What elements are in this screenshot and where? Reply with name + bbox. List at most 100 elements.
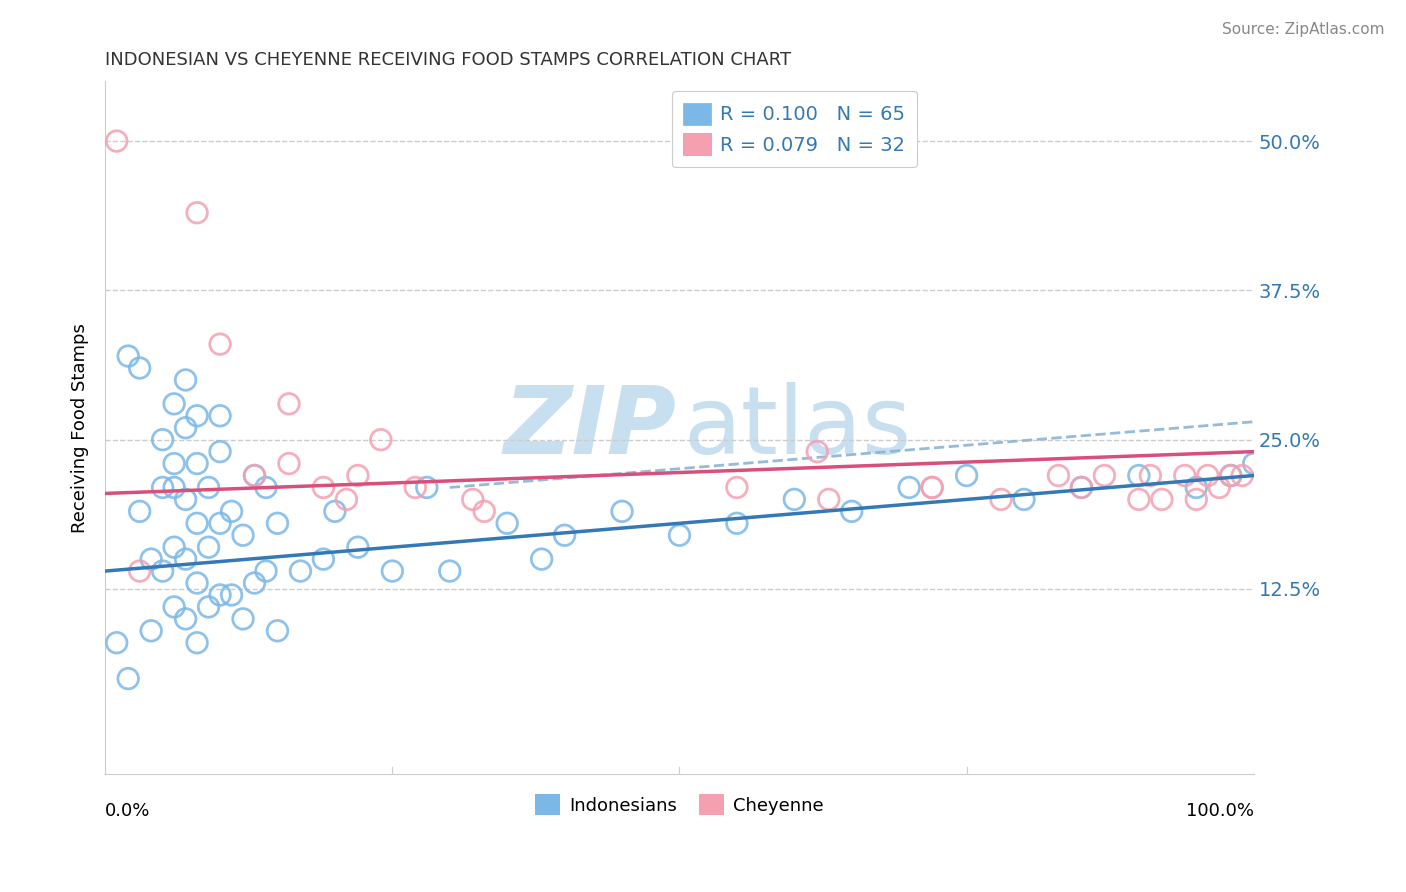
Point [921, 480, 943, 494]
Point [128, 564, 150, 578]
Point [197, 540, 219, 554]
Point [186, 516, 208, 531]
Point [152, 480, 174, 494]
Point [725, 480, 748, 494]
Point [416, 480, 439, 494]
Point [898, 480, 921, 494]
Point [254, 480, 277, 494]
Point [1219, 468, 1241, 483]
Point [209, 337, 232, 351]
Point [461, 492, 484, 507]
Text: atlas: atlas [683, 382, 911, 474]
Legend: Indonesians, Cheyenne: Indonesians, Cheyenne [526, 785, 832, 824]
Point [554, 528, 576, 542]
Point [232, 528, 254, 542]
Point [1012, 492, 1035, 507]
Point [186, 576, 208, 591]
Point [1128, 468, 1150, 483]
Point [221, 588, 243, 602]
Point [163, 457, 186, 471]
Point [243, 468, 266, 483]
Point [174, 612, 197, 626]
Point [117, 349, 139, 363]
Point [1070, 480, 1092, 494]
Point [128, 504, 150, 518]
Point [290, 564, 312, 578]
Point [1139, 468, 1161, 483]
Point [186, 409, 208, 423]
Point [278, 457, 301, 471]
Point [163, 480, 186, 494]
Point [1128, 492, 1150, 507]
Point [186, 457, 208, 471]
Point [1174, 468, 1197, 483]
Text: 100.0%: 100.0% [1185, 802, 1254, 820]
Point [496, 516, 519, 531]
Point [1208, 480, 1230, 494]
Point [141, 552, 163, 566]
Point [1150, 492, 1173, 507]
Point [1070, 480, 1092, 494]
Point [1197, 468, 1219, 483]
Point [128, 361, 150, 376]
Point [610, 504, 633, 518]
Point [197, 599, 219, 614]
Point [266, 624, 288, 638]
Point [335, 492, 357, 507]
Point [186, 636, 208, 650]
Point [163, 599, 186, 614]
Point [174, 492, 197, 507]
Point [312, 552, 335, 566]
Text: Source: ZipAtlas.com: Source: ZipAtlas.com [1222, 22, 1385, 37]
Point [783, 492, 806, 507]
Point [806, 444, 828, 458]
Point [232, 612, 254, 626]
Text: INDONESIAN VS CHEYENNE RECEIVING FOOD STAMPS CORRELATION CHART: INDONESIAN VS CHEYENNE RECEIVING FOOD ST… [105, 51, 792, 69]
Point [278, 397, 301, 411]
Point [439, 564, 461, 578]
Point [841, 504, 863, 518]
Point [152, 564, 174, 578]
Point [197, 480, 219, 494]
Point [990, 492, 1012, 507]
Point [381, 564, 404, 578]
Point [1185, 480, 1208, 494]
Point [1185, 492, 1208, 507]
Point [209, 588, 232, 602]
Point [243, 468, 266, 483]
Point [186, 205, 208, 219]
Point [472, 504, 495, 518]
Point [174, 552, 197, 566]
Text: 0.0%: 0.0% [105, 802, 150, 820]
Point [347, 468, 370, 483]
Point [209, 409, 232, 423]
Point [163, 540, 186, 554]
Point [266, 516, 288, 531]
Point [955, 468, 977, 483]
Point [209, 444, 232, 458]
Point [163, 397, 186, 411]
Point [312, 480, 335, 494]
Text: ZIP: ZIP [503, 382, 676, 474]
Point [209, 516, 232, 531]
Point [141, 624, 163, 638]
Point [370, 433, 392, 447]
Point [105, 134, 128, 148]
Point [347, 540, 370, 554]
Point [174, 373, 197, 387]
Point [174, 421, 197, 435]
Point [243, 576, 266, 591]
Point [1232, 468, 1254, 483]
Point [323, 504, 346, 518]
Point [404, 480, 426, 494]
Point [1243, 457, 1265, 471]
Point [254, 564, 277, 578]
Point [1092, 468, 1115, 483]
Point [725, 516, 748, 531]
Point [105, 636, 128, 650]
Point [1047, 468, 1070, 483]
Y-axis label: Receiving Food Stamps: Receiving Food Stamps [72, 323, 89, 533]
Point [1219, 468, 1241, 483]
Point [117, 672, 139, 686]
Point [668, 528, 690, 542]
